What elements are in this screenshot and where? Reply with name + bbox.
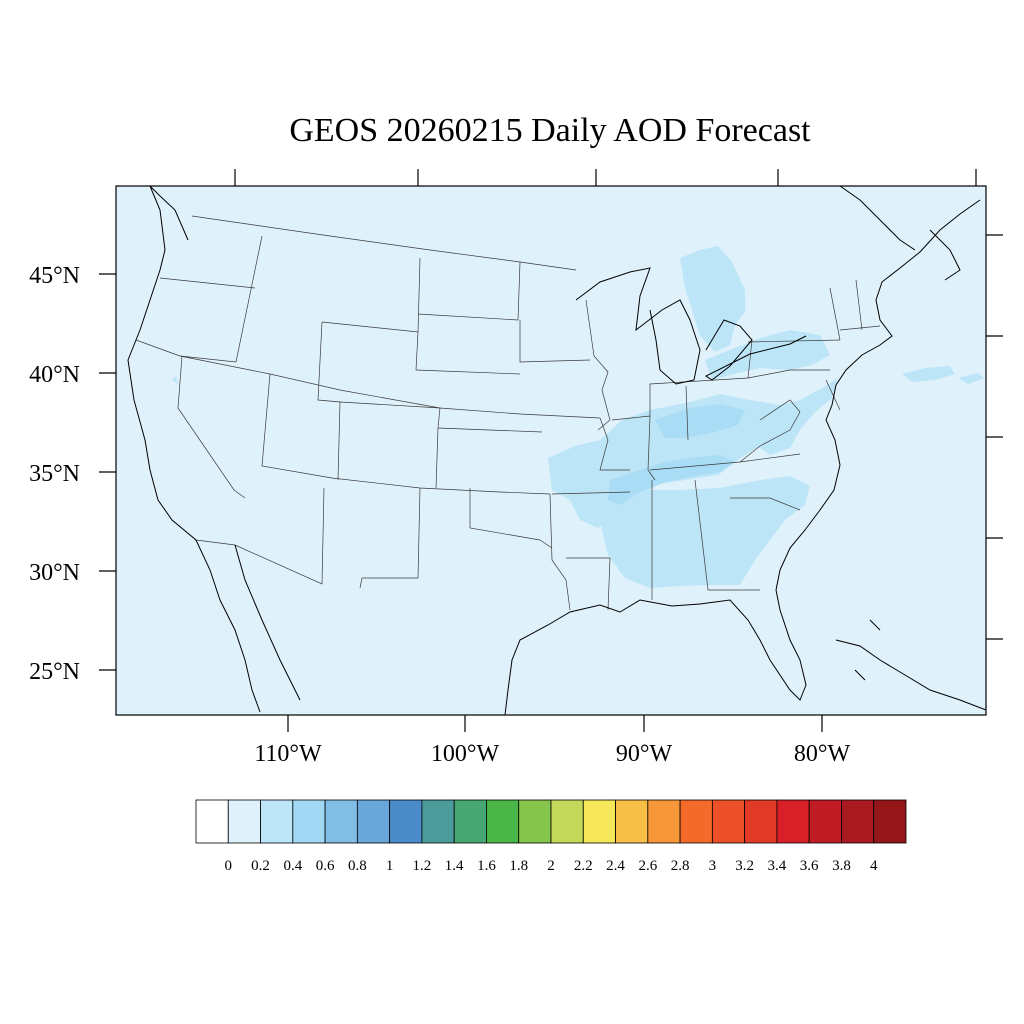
colorbar bbox=[195, 799, 907, 844]
canada-north bbox=[839, 185, 961, 281]
colorbar-swatch-1 bbox=[227, 799, 261, 844]
colorbar-swatch-6 bbox=[389, 799, 423, 844]
gulf-coast bbox=[504, 589, 807, 716]
western-speck bbox=[172, 376, 178, 384]
map-frame bbox=[115, 185, 987, 716]
lat-label-25: 25°N bbox=[29, 659, 80, 685]
colorbar-label-14: 2.8 bbox=[671, 858, 690, 874]
colorbar-label-2: 0.4 bbox=[283, 858, 302, 874]
coastlines bbox=[127, 185, 987, 716]
vancouver-island bbox=[149, 185, 189, 241]
colorbar-label-20: 4 bbox=[870, 858, 878, 874]
colorbar-label-16: 3.2 bbox=[735, 858, 754, 874]
colorbar-label-18: 3.6 bbox=[800, 858, 819, 874]
colorbar-swatch-18 bbox=[776, 799, 810, 844]
frame-ticks bbox=[99, 169, 1003, 732]
colorbar-swatch-20 bbox=[841, 799, 875, 844]
colorbar-label-4: 0.8 bbox=[348, 858, 367, 874]
colorbar-label-15: 3 bbox=[709, 858, 717, 874]
colorbar-swatch-10 bbox=[518, 799, 552, 844]
lat-label-40: 40°N bbox=[29, 362, 80, 388]
ohio-plume-core bbox=[655, 404, 745, 438]
colorbar-swatch-9 bbox=[486, 799, 520, 844]
lon-label-100: 100°W bbox=[431, 741, 500, 767]
map-title: GEOS 20260215 Daily AOD Forecast bbox=[289, 112, 811, 149]
atlantic-offshore-plume-2 bbox=[958, 373, 984, 384]
pacific-coast bbox=[127, 185, 261, 713]
colorbar-labels: 0 0.2 0.4 0.6 0.8 1 1.2 1.4 1.6 1.8 2 2.2 2.4 2.6 2.8 3… bbox=[225, 858, 878, 874]
colorbar-label-1: 0.2 bbox=[251, 858, 270, 874]
lon-label-80: 80°W bbox=[794, 741, 851, 767]
state-borders bbox=[135, 215, 881, 611]
colorbar-swatch-19 bbox=[808, 799, 842, 844]
colorbar-label-13: 2.6 bbox=[638, 858, 657, 874]
southeast-plume bbox=[600, 476, 810, 588]
lon-labels: 110°W 100°W 90°W 80°W bbox=[254, 741, 850, 767]
colorbar-label-11: 2.2 bbox=[574, 858, 593, 874]
colorbar-swatch-15 bbox=[679, 799, 713, 844]
colorbar-label-10: 2 bbox=[547, 858, 555, 874]
lon-label-90: 90°W bbox=[616, 741, 673, 767]
atlantic-offshore-plume bbox=[902, 366, 955, 382]
colorbar-swatch-21 bbox=[873, 799, 907, 844]
baja-gulf bbox=[234, 544, 301, 701]
colorbar-swatch-7 bbox=[421, 799, 455, 844]
lat-label-35: 35°N bbox=[29, 461, 80, 487]
lat-label-45: 45°N bbox=[29, 263, 80, 289]
colorbar-label-9: 1.8 bbox=[509, 858, 528, 874]
cuba-bahamas bbox=[835, 619, 987, 711]
colorbar-swatch-16 bbox=[711, 799, 746, 844]
colorbar-swatch-4 bbox=[324, 799, 358, 844]
colorbar-label-8: 1.6 bbox=[477, 858, 496, 874]
great-lakes-plume bbox=[680, 246, 745, 352]
colorbar-swatch-2 bbox=[260, 799, 294, 844]
colorbar-swatch-11 bbox=[550, 799, 584, 844]
great-lakes bbox=[575, 267, 807, 385]
lake-erie-plume bbox=[705, 330, 830, 380]
colorbar-swatch-3 bbox=[292, 799, 326, 844]
colorbar-label-19: 3.8 bbox=[832, 858, 851, 874]
virginia-plume bbox=[745, 378, 838, 455]
colorbar-swatch-5 bbox=[356, 799, 391, 844]
map-background bbox=[116, 186, 986, 715]
colorbar-label-17: 3.4 bbox=[768, 858, 787, 874]
tennessee-plume-core bbox=[608, 455, 735, 505]
colorbar-label-3: 0.6 bbox=[316, 858, 335, 874]
lon-label-110: 110°W bbox=[254, 741, 322, 767]
lat-label-30: 30°N bbox=[29, 560, 80, 586]
colorbar-swatch-13 bbox=[615, 799, 649, 844]
colorbar-swatch-14 bbox=[647, 799, 681, 844]
colorbar-swatch-17 bbox=[744, 799, 778, 844]
colorbar-label-5: 1 bbox=[386, 858, 394, 874]
colorbar-label-7: 1.4 bbox=[445, 858, 464, 874]
colorbar-label-12: 2.4 bbox=[606, 858, 625, 874]
colorbar-label-0: 0 bbox=[225, 858, 233, 874]
lat-labels: 45°N 40°N 35°N 30°N 25°N bbox=[29, 263, 80, 685]
aod-plumes-high bbox=[608, 404, 745, 505]
colorbar-label-6: 1.2 bbox=[413, 858, 432, 874]
atlantic-coast bbox=[775, 199, 981, 591]
colorbar-swatch-8 bbox=[453, 799, 487, 844]
colorbar-swatch-12 bbox=[582, 799, 616, 844]
colorbar-swatch-0 bbox=[195, 799, 229, 844]
